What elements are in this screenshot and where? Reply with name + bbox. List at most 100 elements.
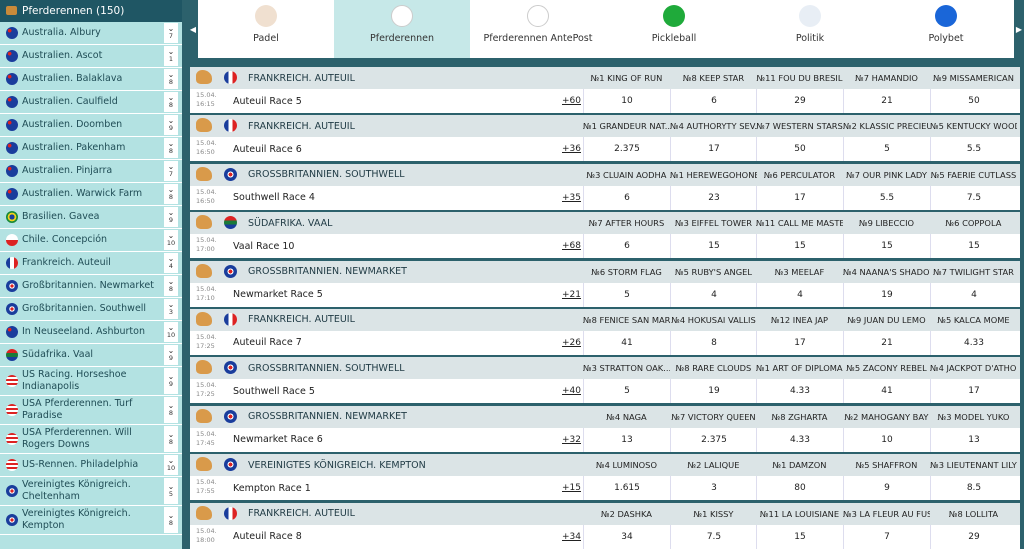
more-markets[interactable]: +40 [562, 386, 581, 397]
more-markets[interactable]: +60 [562, 96, 581, 106]
race-name[interactable]: Kempton Race 1 [233, 482, 311, 494]
more-markets[interactable]: +21 [562, 289, 581, 300]
odds-button[interactable]: 4 [930, 282, 1017, 307]
race-name[interactable]: Southwell Race 5 [233, 385, 315, 397]
odds-button[interactable]: 41 [583, 330, 670, 355]
league-name[interactable]: GROSSBRITANNIEN. SOUTHWELL [248, 169, 405, 181]
odds-button[interactable]: 17 [670, 137, 757, 162]
odds-button[interactable]: 6 [583, 234, 670, 259]
sidebar-item-count[interactable]: 10 [164, 230, 178, 250]
sidebar-item-count[interactable]: 9 [164, 368, 178, 394]
sidebar-item-count[interactable]: 7 [164, 161, 178, 181]
sidebar-item-count[interactable]: 8 [164, 507, 178, 533]
tab[interactable]: Pferderennen AntePost [470, 0, 606, 58]
sidebar-item[interactable]: USA Pferderennen. Will Rogers Downs 8 [0, 425, 182, 454]
league-name[interactable]: GROSSBRITANNIEN. SOUTHWELL [248, 362, 405, 374]
sidebar-item[interactable]: Australien. Pinjarra 7 [0, 160, 182, 183]
odds-button[interactable]: 80 [756, 476, 843, 501]
sidebar-item[interactable]: Australien. Pakenham 8 [0, 137, 182, 160]
odds-button[interactable]: 50 [930, 89, 1017, 113]
more-markets[interactable]: +34 [562, 531, 581, 542]
sidebar-item-count[interactable]: 3 [164, 299, 178, 319]
league-name[interactable]: FRANKREICH. AUTEUIL [248, 508, 355, 520]
sidebar-item-count[interactable]: 10 [164, 322, 178, 342]
odds-button[interactable]: 13 [583, 427, 670, 452]
sidebar-item-count[interactable]: 9 [164, 345, 178, 365]
odds-button[interactable]: 7 [843, 524, 930, 549]
sidebar-item-count[interactable]: 8 [164, 276, 178, 296]
race-name[interactable]: Newmarket Race 5 [233, 289, 323, 301]
race-name[interactable]: Auteuil Race 6 [233, 143, 302, 155]
odds-button[interactable]: 17 [756, 330, 843, 355]
league-name[interactable]: FRANKREICH. AUTEUIL [248, 120, 355, 132]
league-name[interactable]: SÜDAFRIKA. VAAL [248, 217, 333, 229]
sidebar-item-count[interactable]: 1 [164, 46, 178, 66]
sidebar-item-count[interactable]: 7 [164, 23, 178, 43]
sidebar-item[interactable]: Brasilien. Gavea 9 [0, 206, 182, 229]
more-markets[interactable]: +32 [562, 434, 581, 445]
odds-button[interactable]: 15 [930, 234, 1017, 259]
sidebar-item[interactable]: Großbritannien. Newmarket 8 [0, 275, 182, 298]
odds-button[interactable]: 29 [756, 89, 843, 113]
sidebar-item-count[interactable]: 9 [164, 115, 178, 135]
odds-button[interactable]: 21 [843, 330, 930, 355]
odds-button[interactable]: 6 [670, 89, 757, 113]
league-name[interactable]: GROSSBRITANNIEN. NEWMARKET [248, 266, 407, 278]
odds-button[interactable]: 4.33 [930, 330, 1017, 355]
odds-button[interactable]: 10 [843, 427, 930, 452]
sidebar-item[interactable]: US Racing. Horseshoe Indianapolis 9 [0, 367, 182, 396]
odds-button[interactable]: 23 [670, 185, 757, 210]
more-markets[interactable]: +68 [562, 241, 581, 252]
sidebar-item[interactable]: Australien. Balaklava 8 [0, 68, 182, 91]
odds-button[interactable]: 7.5 [670, 524, 757, 549]
odds-button[interactable]: 13 [930, 427, 1017, 452]
odds-button[interactable]: 6 [583, 185, 670, 210]
sidebar-item[interactable]: Australia. Albury 7 [0, 22, 182, 45]
sidebar-item-count[interactable]: 8 [164, 184, 178, 204]
odds-button[interactable]: 17 [756, 185, 843, 210]
sidebar-item[interactable]: In Neuseeland. Ashburton 10 [0, 321, 182, 344]
tab[interactable]: Politik [742, 0, 878, 58]
odds-button[interactable]: 5.5 [843, 185, 930, 210]
sidebar-item[interactable]: US-Rennen. Philadelphia 10 [0, 454, 182, 477]
odds-button[interactable]: 41 [843, 379, 930, 404]
race-name[interactable]: Auteuil Race 7 [233, 337, 302, 349]
more-markets[interactable]: +15 [562, 483, 581, 494]
sidebar-item[interactable]: Großbritannien. Southwell 3 [0, 298, 182, 321]
odds-button[interactable]: 5.5 [930, 137, 1017, 162]
odds-button[interactable]: 29 [930, 524, 1017, 549]
more-markets[interactable]: +26 [562, 337, 581, 348]
odds-button[interactable]: 2.375 [670, 427, 757, 452]
tab-prev[interactable]: ◀ [188, 0, 198, 58]
sidebar-item-count[interactable]: 10 [164, 455, 178, 475]
sidebar-item-count[interactable]: 9 [164, 207, 178, 227]
odds-button[interactable]: 5 [583, 282, 670, 307]
sidebar-item-count[interactable]: 4 [164, 253, 178, 273]
sidebar-item[interactable]: Australien. Warwick Farm 8 [0, 183, 182, 206]
odds-button[interactable]: 15 [670, 234, 757, 259]
odds-button[interactable]: 10 [583, 89, 670, 113]
odds-button[interactable]: 5 [843, 137, 930, 162]
tab[interactable]: Pickleball [606, 0, 742, 58]
sidebar-item[interactable]: Südafrika. Vaal 9 [0, 344, 182, 367]
league-name[interactable]: FRANKREICH. AUTEUIL [248, 314, 355, 326]
tab[interactable]: Pferderennen [334, 0, 470, 58]
odds-button[interactable]: 9 [843, 476, 930, 501]
race-name[interactable]: Auteuil Race 8 [233, 531, 302, 543]
odds-button[interactable]: 19 [843, 282, 930, 307]
sidebar-item[interactable]: Vereinigtes Königreich. Cheltenham 5 [0, 477, 182, 506]
tab[interactable]: Padel [198, 0, 334, 58]
sidebar-item[interactable]: Frankreich. Auteuil 4 [0, 252, 182, 275]
sidebar-item[interactable]: Vereinigtes Königreich. Kempton 8 [0, 506, 182, 535]
sidebar-item-count[interactable]: 8 [164, 426, 178, 452]
sidebar-item-count[interactable]: 8 [164, 138, 178, 158]
odds-button[interactable]: 50 [756, 137, 843, 162]
race-name[interactable]: Auteuil Race 5 [233, 95, 302, 107]
league-name[interactable]: VEREINIGTES KÖNIGREICH. KEMPTON [248, 459, 426, 471]
odds-button[interactable]: 7.5 [930, 185, 1017, 210]
odds-button[interactable]: 4 [670, 282, 757, 307]
odds-button[interactable]: 15 [756, 524, 843, 549]
odds-button[interactable]: 8 [670, 330, 757, 355]
sidebar-item-count[interactable]: 5 [164, 478, 178, 504]
odds-button[interactable]: 2.375 [583, 137, 670, 162]
